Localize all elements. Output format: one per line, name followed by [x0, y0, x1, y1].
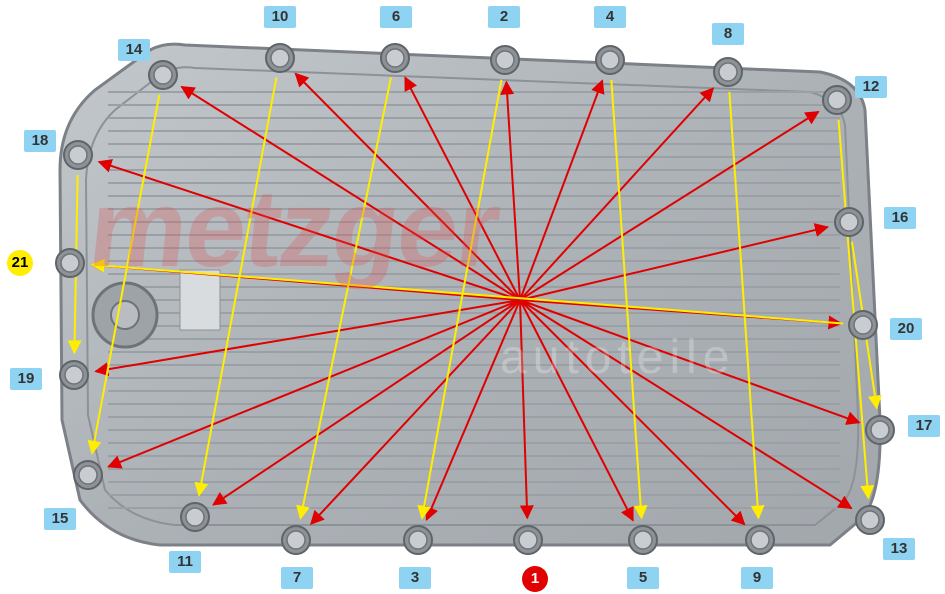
bolt-3	[403, 525, 433, 555]
bolt-21	[55, 248, 85, 278]
bolt-label-13: 13	[883, 538, 915, 560]
red-arrow-to-bolt-18	[97, 159, 521, 301]
bolt-9	[745, 525, 775, 555]
red-arrow-to-bolt-13	[519, 299, 853, 510]
bolt-1	[513, 525, 543, 555]
bolt-label-2: 2	[488, 6, 520, 28]
bolt-label-14: 14	[118, 39, 150, 61]
watermark-subtext: autoteile	[500, 331, 736, 384]
bolt-label-15: 15	[44, 508, 76, 530]
yellow-arrow-12-to-13	[837, 119, 875, 500]
bolt-13	[855, 505, 885, 535]
red-arrow-to-bolt-14	[180, 85, 521, 301]
bolt-8	[713, 57, 743, 87]
bolt-label-1: 1	[522, 566, 548, 592]
pan-stamp	[179, 269, 221, 331]
red-arrow-to-bolt-1	[519, 299, 534, 520]
bolt-17	[865, 415, 895, 445]
bolt-label-3: 3	[399, 567, 431, 589]
red-arrow-to-bolt-2	[500, 80, 521, 301]
yellow-arrow-2-to-3	[417, 79, 503, 520]
red-arrow-to-bolt-16	[519, 223, 829, 301]
red-arrow-to-bolt-19	[94, 299, 521, 377]
bolt-label-5: 5	[627, 567, 659, 589]
yellow-arrow-20-to-21	[90, 258, 844, 325]
bolt-label-7: 7	[281, 567, 313, 589]
bolt-label-18: 18	[24, 130, 56, 152]
red-arrow-to-bolt-6	[404, 76, 521, 301]
bolt-label-8: 8	[712, 23, 744, 45]
red-arrow-to-bolt-11	[212, 299, 521, 506]
bolt-label-16: 16	[884, 207, 916, 229]
bolt-label-12: 12	[855, 76, 887, 98]
red-arrow-to-bolt-17	[519, 299, 861, 425]
bolt-16	[834, 207, 864, 237]
red-arrow-to-bolt-8	[519, 87, 715, 301]
red-arrow-to-bolt-5	[519, 299, 634, 522]
bolt-19	[59, 360, 89, 390]
bolt-14	[148, 60, 178, 90]
bolt-label-19: 19	[10, 368, 42, 390]
bolt-label-11: 11	[169, 551, 201, 573]
red-arrow-to-bolt-15	[107, 299, 521, 469]
watermark-logo: metzger	[83, 167, 505, 290]
bolt-2	[490, 45, 520, 75]
yellow-arrow-4-to-5	[610, 79, 648, 520]
red-arrow-to-bolt-10	[294, 72, 521, 301]
red-arrow-to-bolt-12	[519, 110, 820, 301]
red-arrow-to-bolt-9	[519, 299, 746, 526]
yellow-arrow-6-to-7	[296, 77, 392, 520]
bolt-20	[848, 310, 878, 340]
yellow-arrow-10-to-11	[194, 77, 278, 497]
red-arrow-to-bolt-3	[425, 299, 521, 522]
bolt-label-9: 9	[741, 567, 773, 589]
bolt-11	[180, 502, 210, 532]
bolt-10	[265, 43, 295, 73]
bolt-heads	[55, 43, 895, 555]
oil-pan-flange	[84, 66, 860, 526]
bolt-label-20: 20	[890, 318, 922, 340]
bolt-label-10: 10	[264, 6, 296, 28]
red-arrow-to-bolt-7	[310, 299, 521, 525]
bolt-7	[281, 525, 311, 555]
red-arrow-to-bolt-4	[519, 79, 605, 301]
bolt-label-4: 4	[594, 6, 626, 28]
sequence-arrows	[67, 72, 882, 526]
bolt-15	[73, 460, 103, 490]
bolt-18	[63, 140, 93, 170]
yellow-arrow-8-to-9	[728, 91, 765, 520]
bolt-6	[380, 43, 410, 73]
yellow-arrow-14-to-15	[87, 94, 161, 455]
bolt-5	[628, 525, 658, 555]
bolt-label-21: 21	[7, 250, 33, 276]
bolt-label-6: 6	[380, 6, 412, 28]
bolt-12	[822, 85, 852, 115]
bolt-label-17: 17	[908, 415, 940, 437]
bolt-4	[595, 45, 625, 75]
